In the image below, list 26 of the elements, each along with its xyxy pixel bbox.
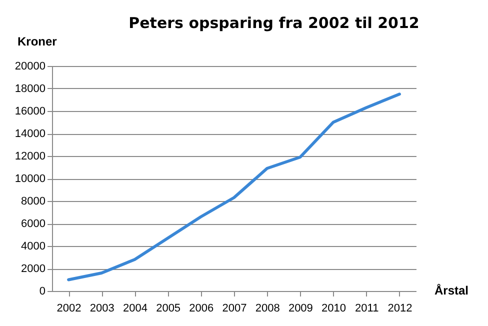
y-tick-label: 20000 <box>14 60 46 72</box>
y-tick-label: 12000 <box>14 150 46 162</box>
y-tick-label: 0 <box>39 286 46 298</box>
y-axis-title: Kroner <box>18 34 58 48</box>
x-tick-label: 2011 <box>355 302 379 314</box>
line-series <box>67 92 401 282</box>
x-tick-label: 2007 <box>222 302 247 314</box>
y-tick-label: 14000 <box>14 128 46 140</box>
y-tick-label: 16000 <box>14 106 46 118</box>
y-tick-label: 2000 <box>21 263 46 275</box>
y-tick-label: 10000 <box>14 173 46 185</box>
x-tick-label: 2002 <box>56 302 82 314</box>
x-tick-label: 2008 <box>255 302 280 314</box>
y-tick-label: 18000 <box>14 83 46 95</box>
x-tick-label: 2004 <box>122 302 148 314</box>
x-tick-label: 2005 <box>156 302 181 314</box>
chart-title: Peters opsparing fra 2002 til 2012 <box>128 14 420 32</box>
x-tick-label: 2009 <box>288 302 313 314</box>
x-tick-label: 2010 <box>322 302 346 314</box>
y-tick-label: 4000 <box>21 240 46 252</box>
x-axis-title: Årstal <box>434 284 469 298</box>
y-tick-label: 8000 <box>21 196 46 208</box>
x-tick-label: 2012 <box>388 302 412 314</box>
y-tick-label: 6000 <box>21 218 46 230</box>
x-tick-label: 2006 <box>189 302 214 314</box>
x-tick-label: 2003 <box>90 302 114 314</box>
